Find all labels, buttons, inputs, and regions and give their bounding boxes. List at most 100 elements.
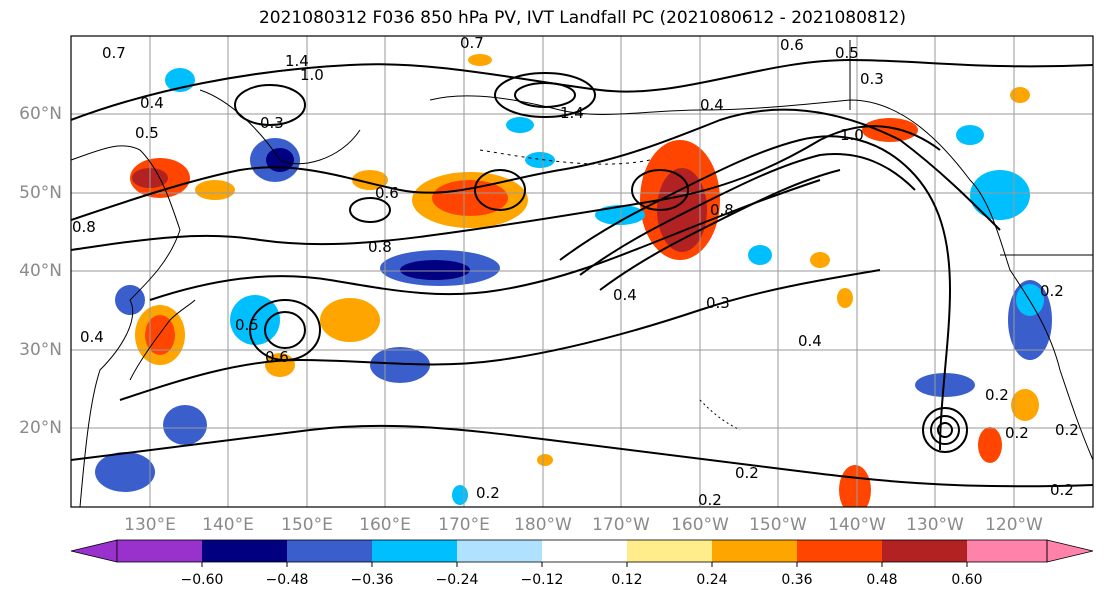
colorbar-tick-label: −0.12: [520, 572, 564, 588]
contour-label: 0.5: [235, 316, 259, 334]
coastline-kamchatka: [199, 89, 361, 165]
longitude-label: 170°W: [592, 515, 650, 535]
contour-label: 0.6: [375, 184, 399, 202]
colorbar-tick-label: 0.36: [781, 572, 813, 588]
pv-contours: [71, 58, 1093, 488]
longitude-label: 120°W: [985, 515, 1043, 535]
longitude-label: 160°W: [671, 515, 729, 535]
contour-line: [559, 135, 952, 451]
contour-loop: [930, 415, 960, 445]
latitude-label: 40°N: [19, 261, 62, 281]
anomaly-patch: [837, 288, 853, 308]
anomaly-patch: [970, 170, 1030, 220]
longitude-label: 160°E: [359, 515, 411, 535]
contour-label: 0.2: [985, 386, 1009, 404]
contour-label: 0.4: [80, 328, 104, 346]
contour-label: 0.2: [1050, 481, 1074, 499]
contour-label: 1.0: [300, 66, 324, 84]
contour-label: 0.2: [698, 491, 722, 509]
contour-label: 0.4: [613, 286, 637, 304]
anomaly-patch: [230, 295, 280, 345]
anomaly-patch: [506, 117, 534, 133]
colorbar-segment: [457, 540, 542, 562]
contour-label: 0.3: [860, 70, 884, 88]
anomaly-patch: [537, 454, 553, 466]
pv-shading-layer: [95, 54, 1052, 507]
contour-loop: [494, 72, 596, 118]
anomaly-patch: [810, 252, 830, 268]
contour-label: 0.8: [710, 201, 734, 219]
contour-loop: [937, 422, 953, 438]
colorbar-tick-label: 0.12: [611, 572, 643, 588]
contour-loop: [249, 299, 321, 361]
longitude-label: 170°E: [438, 515, 490, 535]
contour-label: 0.7: [460, 34, 484, 52]
colorbar-segment: [117, 540, 202, 562]
latitude-label: 20°N: [19, 418, 62, 438]
contour-line: [71, 424, 1093, 488]
colorbar-tick-label: −0.48: [265, 572, 309, 588]
longitude-label: 150°E: [281, 515, 333, 535]
anomaly-patch: [595, 205, 645, 225]
colorbar-tick-label: 0.60: [951, 572, 983, 588]
anomaly-patch: [1010, 87, 1030, 103]
contour-label: 0.5: [135, 124, 159, 142]
colorbar-segment: [542, 540, 627, 562]
contour-label: 0.3: [706, 294, 730, 312]
anomaly-patch: [1011, 389, 1039, 421]
contour-label: 0.4: [700, 96, 724, 114]
colorbar-segment: [287, 540, 372, 562]
coastline-alaska: [429, 95, 1093, 461]
contour-line: [149, 179, 821, 301]
colorbar-tick-label: −0.36: [350, 572, 394, 588]
contour-loop: [474, 169, 526, 211]
coastline-hawaii: [699, 399, 741, 431]
longitude-label: 180°W: [514, 515, 572, 535]
colorbar-segment: [882, 540, 967, 562]
colorbar-segment: [202, 540, 287, 562]
colorbar-segment-low-extend: [70, 539, 118, 563]
colorbar-tick-label: 0.24: [696, 572, 728, 588]
coastline-asia: [71, 145, 181, 507]
longitude-label: 140°W: [828, 515, 886, 535]
coastline-japan: [129, 299, 196, 381]
colorbar-segment: [712, 540, 797, 562]
anomaly-patch: [748, 245, 772, 265]
colorbar-segment: [797, 540, 882, 562]
longitude-label: 130°W: [906, 515, 964, 535]
anomaly-patch: [978, 427, 1002, 463]
anomaly-patch: [320, 298, 380, 342]
anomaly-patch: [525, 152, 555, 168]
anomaly-patch: [95, 452, 155, 492]
colorbar-tick-label: −0.24: [435, 572, 479, 588]
contour-loop: [514, 82, 576, 108]
colorbar-ticks: [201, 562, 968, 567]
contour-label: 0.6: [265, 348, 289, 366]
colorbar-segment: [967, 540, 1047, 562]
contour-line: [119, 269, 881, 401]
latitude-label: 60°N: [19, 104, 62, 124]
map-title: 2021080312 F036 850 hPa PV, IVT Landfall…: [258, 8, 906, 28]
coastline-aleutians: [479, 149, 651, 165]
latitude-label: 50°N: [19, 183, 62, 203]
anomaly-patch: [1016, 284, 1044, 316]
contour-line: [599, 169, 841, 291]
contour-label: 0.8: [72, 218, 96, 236]
contour-loop: [264, 311, 306, 349]
contour-label: 0.2: [735, 464, 759, 482]
contour-label: 0.4: [140, 94, 164, 112]
longitude-label: 130°E: [124, 515, 176, 535]
anomaly-patch: [839, 465, 871, 507]
colorbar-frame: [116, 539, 1048, 563]
colorbar-tick-label: 0.48: [866, 572, 898, 588]
anomaly-patch: [145, 315, 175, 355]
colorbar: [70, 539, 1094, 567]
anomaly-patch: [163, 405, 207, 445]
contour-label: 0.8: [368, 238, 392, 256]
anomaly-patch: [452, 485, 468, 505]
contour-label: 0.2: [1055, 421, 1079, 439]
contour-label: 1.4: [560, 104, 584, 122]
colorbar-segment-high-extend: [1046, 539, 1094, 563]
anomaly-patch: [915, 373, 975, 397]
